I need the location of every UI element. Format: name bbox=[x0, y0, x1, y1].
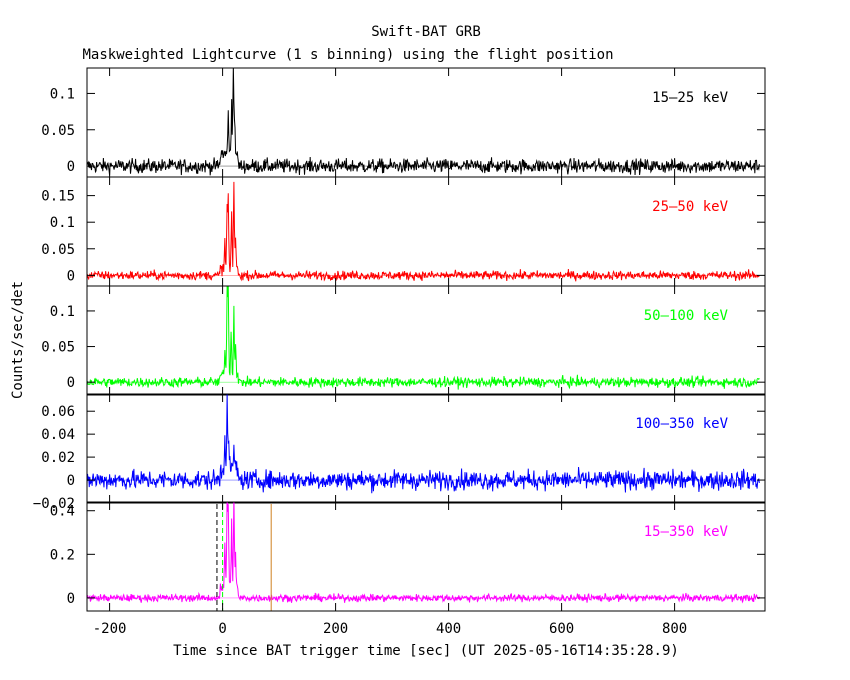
series-line-3 bbox=[87, 286, 760, 390]
x-tick-label-1: 0 bbox=[218, 621, 226, 637]
x-axis-label: Time since BAT trigger time [sec] (UT 20… bbox=[173, 643, 679, 659]
panel-label-4: 100–350 keV bbox=[635, 416, 728, 432]
x-tick-label-3: 400 bbox=[436, 621, 461, 637]
y-tick-label-5-1: 0.2 bbox=[50, 547, 75, 563]
y-tick-label-2-2: 0.1 bbox=[50, 215, 75, 231]
y-tick-label-1-2: 0.1 bbox=[50, 86, 75, 102]
y-tick-label-3-1: 0.05 bbox=[41, 340, 75, 356]
panel-frame-2 bbox=[86, 176, 766, 287]
y-tick-label-3-0: 0 bbox=[67, 375, 75, 391]
y-tick-label-2-3: 0.15 bbox=[41, 189, 75, 205]
panel-label-5: 15–350 keV bbox=[644, 524, 729, 540]
x-tick-labels: -200 0 200 400 600 800 bbox=[93, 621, 688, 637]
x-tick-label-5: 800 bbox=[662, 621, 687, 637]
panel-5: 0 0.2 0.4 15–350 keV bbox=[50, 501, 766, 612]
panel-3: 0 0.05 0.1 50–100 keV bbox=[41, 285, 766, 396]
series-line-2 bbox=[87, 181, 760, 282]
y-tick-label-4-2: 0.02 bbox=[41, 450, 75, 466]
y-tick-label-1-1: 0.05 bbox=[41, 123, 75, 139]
y-tick-label-4-1: 0 bbox=[67, 473, 75, 489]
y-tick-label-1-0: 0 bbox=[67, 159, 75, 175]
series-line-5 bbox=[87, 502, 760, 604]
figure-subtitle: Maskweighted Lightcurve (1 s binning) us… bbox=[82, 47, 613, 63]
y-tick-label-5-2: 0.4 bbox=[50, 504, 75, 520]
panel-label-3: 50–100 keV bbox=[644, 308, 729, 324]
panel-frame-5 bbox=[86, 501, 766, 612]
x-tick-label-4: 600 bbox=[549, 621, 574, 637]
panel-label-2: 25–50 keV bbox=[652, 199, 728, 215]
y-tick-label-3-2: 0.1 bbox=[50, 304, 75, 320]
y-tick-label-5-0: 0 bbox=[67, 591, 75, 607]
figure-title: Swift-BAT GRB bbox=[371, 24, 481, 40]
panel-1: 0 0.05 0.1 15–25 keV bbox=[41, 67, 766, 178]
panel-4: −0.02 0 0.02 0.04 0.06 100–350 keV bbox=[33, 393, 766, 512]
y-tick-label-2-0: 0 bbox=[67, 268, 75, 284]
series-line-4 bbox=[87, 394, 760, 494]
panel-label-1: 15–25 keV bbox=[652, 90, 728, 106]
y-tick-label-4-3: 0.04 bbox=[41, 427, 75, 443]
series-line-1 bbox=[87, 68, 760, 176]
y-axis-label: Counts/sec/det bbox=[10, 281, 26, 399]
panel-2: 0 0.05 0.1 0.15 25–50 keV bbox=[41, 176, 766, 287]
panel-frame-4 bbox=[86, 393, 766, 504]
y-tick-label-4-4: 0.06 bbox=[41, 404, 75, 420]
panel-frame-3 bbox=[86, 285, 766, 396]
y-tick-label-4-0: −0.02 bbox=[33, 496, 75, 512]
y-tick-label-2-1: 0.05 bbox=[41, 242, 75, 258]
x-tick-label-2: 200 bbox=[323, 621, 348, 637]
x-tick-label-0: -200 bbox=[93, 621, 127, 637]
panel-frame-1 bbox=[86, 67, 766, 178]
